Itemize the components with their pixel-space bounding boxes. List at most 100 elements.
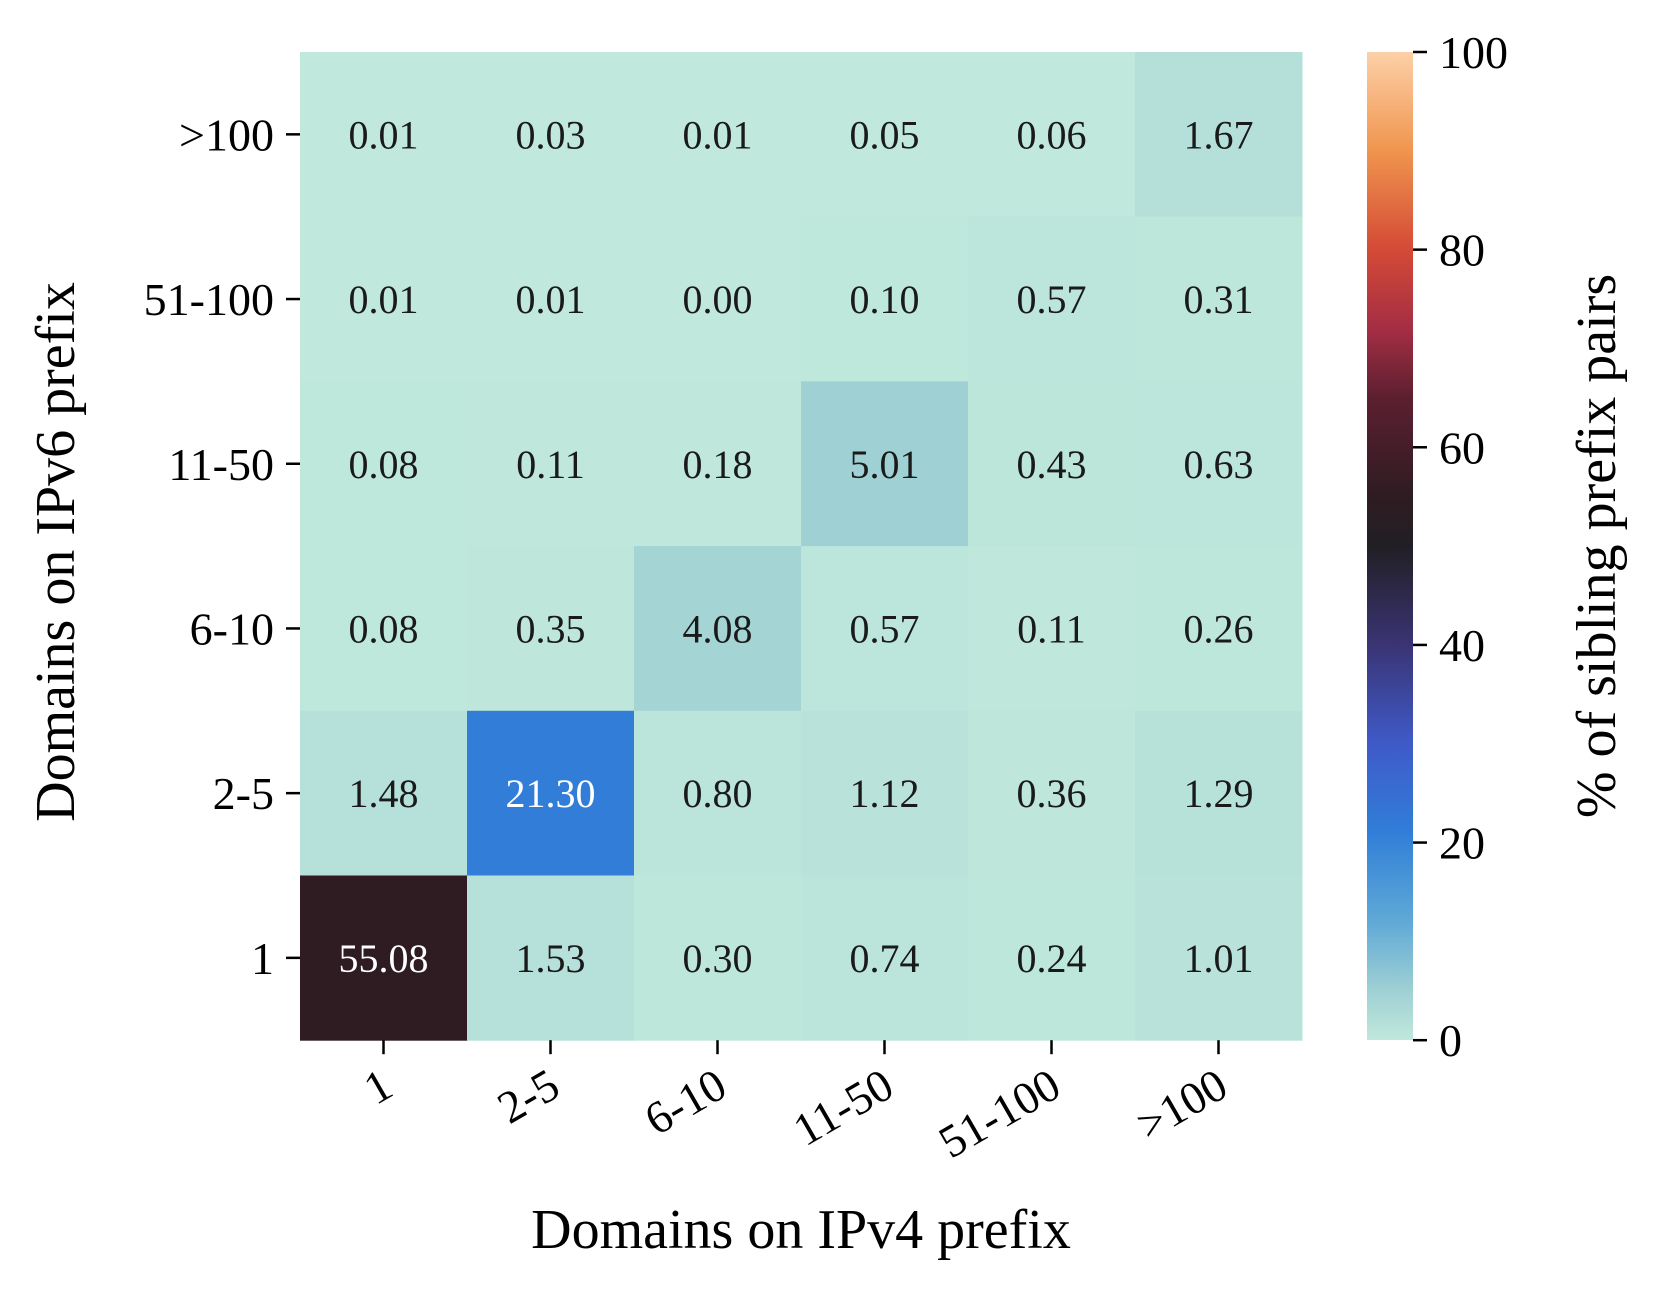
x-tick-label: 11-50 [785,1059,902,1156]
heatmap-cell [801,546,969,712]
heatmap-cell [634,52,802,218]
cell-value-label: 0.31 [1184,277,1254,322]
cell-value-label: 0.24 [1017,936,1087,981]
cell-value-label: 0.01 [349,112,419,157]
heatmap-cells [300,52,1303,1041]
cell-value-label: 0.00 [683,277,753,322]
cell-value-label: 0.01 [349,277,419,322]
y-tick-label: 2-5 [213,768,274,819]
heatmap-cell [801,710,969,876]
colorbar-gradient [1367,52,1413,1040]
cell-value-label: 0.06 [1017,112,1087,157]
cell-value-label: 0.35 [516,606,586,651]
heatmap-cell [968,52,1136,218]
colorbar-tick-label: 20 [1439,818,1485,869]
heatmap-cell [1135,546,1303,712]
y-tick-label: 6-10 [190,603,274,654]
colorbar-title: % of sibling prefix pairs [1566,274,1628,818]
y-tick-label: >100 [179,109,274,160]
heatmap-cell [300,52,468,218]
cell-value-label: 0.43 [1017,442,1087,487]
y-axis-title: Domains on IPv6 prefix [25,282,87,822]
heatmap-cell [634,381,802,547]
cell-value-label: 1.48 [349,771,419,816]
heatmap-cell [467,52,635,218]
heatmap-cell [968,381,1136,547]
heatmap-cell [300,875,468,1041]
colorbar: 0 20 40 60 80 100 % of sibling prefix pairs [1367,27,1628,1066]
y-tick-label: 1 [251,933,274,984]
heatmap-cell [300,216,468,382]
heatmap-cell [300,710,468,876]
heatmap-cell [968,710,1136,876]
cell-value-label: 0.08 [349,606,419,651]
y-tick-label: 51-100 [144,274,274,325]
colorbar-tick-label: 0 [1439,1015,1462,1066]
heatmap-cell [300,381,468,547]
heatmap-cell [968,875,1136,1041]
cell-value-label: 0.03 [516,112,586,157]
x-tick-label: >100 [1128,1059,1236,1151]
cell-value-label: 0.10 [850,277,920,322]
cell-value-label: 1.29 [1184,771,1254,816]
cell-value-label: 0.63 [1184,442,1254,487]
cell-value-label: 0.26 [1184,606,1254,651]
cell-value-label: 1.67 [1184,112,1254,157]
cell-value-label: 4.08 [683,606,753,651]
colorbar-tick-label: 80 [1439,225,1485,276]
colorbar-tick-label: 60 [1439,422,1485,473]
heatmap-cell [801,52,969,218]
heatmap-cell [467,875,635,1041]
heatmap-cell [467,546,635,712]
heatmap-cell [801,216,969,382]
cell-value-label: 0.57 [850,606,920,651]
cell-value-label: 0.74 [850,936,920,981]
heatmap-cell [968,216,1136,382]
heatmap-cell [300,546,468,712]
colorbar-tick-label: 100 [1439,27,1508,78]
x-axis: 1 2-5 6-10 11-50 51-100 >100 [355,1040,1236,1168]
heatmap-cell [467,710,635,876]
cell-value-label: 1.53 [516,936,586,981]
x-tick-label: 1 [355,1059,400,1115]
heatmap-cell [968,546,1136,712]
cell-value-label: 0.18 [683,442,753,487]
x-tick-label: 6-10 [636,1059,735,1145]
colorbar-ticks: 0 20 40 60 80 100 [1413,27,1508,1066]
cell-value-label: 5.01 [850,442,920,487]
colorbar-tick-label: 40 [1439,620,1485,671]
heatmap-cell [467,381,635,547]
cell-value-label: 0.11 [1017,606,1086,651]
cell-value-label: 0.80 [683,771,753,816]
cell-value-label: 0.57 [1017,277,1087,322]
y-axis: >100 51-100 11-50 6-10 2-5 1 [144,109,300,984]
heatmap-cell [634,710,802,876]
heatmap-cell [634,546,802,712]
cell-value-label: 0.11 [516,442,585,487]
heatmap-cell-labels: 0.01 0.03 0.01 0.05 0.06 1.67 0.01 0.01 0.00 0.10… [339,112,1254,981]
heatmap-cell [1135,875,1303,1041]
heatmap-cell [801,875,969,1041]
heatmap-cell [1135,710,1303,876]
cell-value-label: 1.01 [1184,936,1254,981]
x-axis-title: Domains on IPv4 prefix [531,1199,1071,1261]
heatmap-cell [634,216,802,382]
cell-value-label: 0.01 [683,112,753,157]
heatmap-cell [1135,381,1303,547]
cell-value-label: 21.30 [506,771,596,816]
heatmap-cell [634,875,802,1041]
cell-value-label: 0.30 [683,936,753,981]
cell-value-label: 0.08 [349,442,419,487]
heatmap-cell [467,216,635,382]
cell-value-label: 1.12 [850,771,920,816]
cell-value-label: 0.01 [516,277,586,322]
heatmap-cell [1135,216,1303,382]
heatmap-cell [1135,52,1303,218]
y-tick-label: 11-50 [168,439,274,490]
cell-value-label: 0.05 [850,112,920,157]
x-tick-label: 2-5 [489,1059,568,1134]
x-tick-label: 51-100 [930,1059,1068,1168]
cell-value-label: 0.36 [1017,771,1087,816]
heatmap-cell [801,381,969,547]
